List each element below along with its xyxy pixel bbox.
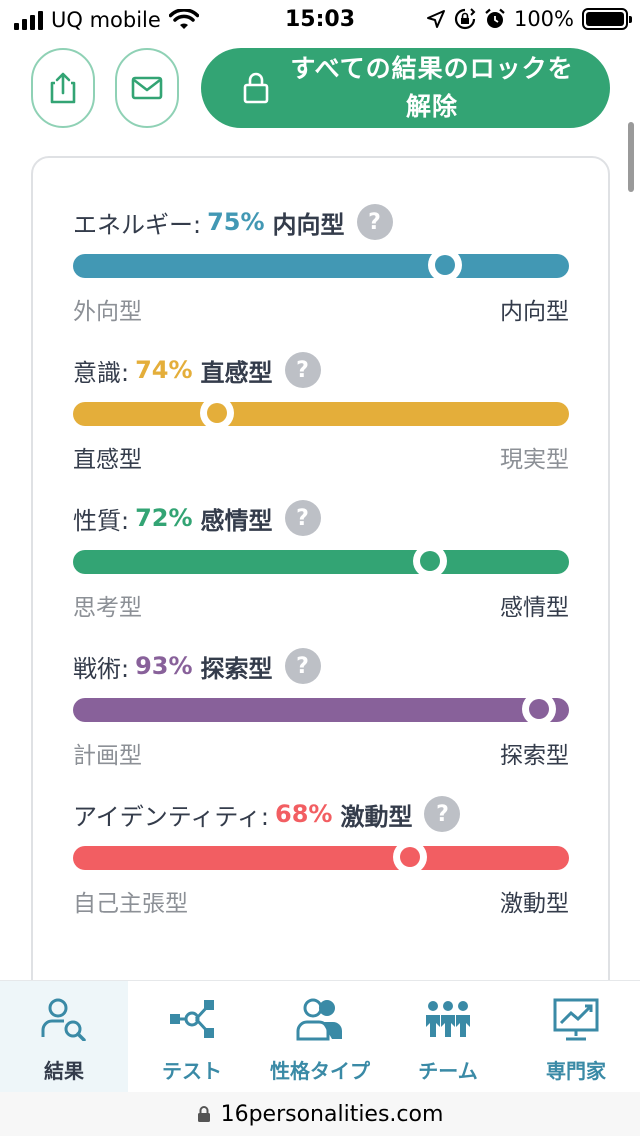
tab-label: チーム xyxy=(418,1059,478,1083)
trait-right-pole: 内向型 xyxy=(500,299,569,325)
tab-label: 性格タイプ xyxy=(270,1059,370,1083)
share-button[interactable] xyxy=(31,48,95,128)
trait-mind: 意識: 74% 直感型 ? 直感型 現実型 xyxy=(73,350,571,474)
trait-left-pole: 外向型 xyxy=(73,299,142,325)
location-icon xyxy=(426,10,445,28)
status-right: 100% xyxy=(426,7,632,31)
tab-professionals[interactable]: 専門家 xyxy=(512,981,640,1092)
trait-title: 性質: 72% 感情型 ? xyxy=(73,498,571,538)
tab-label: 専門家 xyxy=(546,1059,606,1083)
trait-left-pole: 直感型 xyxy=(73,447,142,473)
trait-poles: 計画型 探索型 xyxy=(73,736,569,770)
trait-bar xyxy=(73,544,569,578)
trait-type: 探索型 xyxy=(200,654,273,683)
professionals-icon xyxy=(553,998,599,1041)
trait-name: エネルギー: xyxy=(73,210,202,239)
trait-name: 意識: xyxy=(73,358,130,387)
trait-right-pole: 感情型 xyxy=(500,595,569,621)
trait-percent: 74% xyxy=(135,356,193,384)
trait-title: アイデンティティ: 68% 激動型 ? xyxy=(73,794,571,834)
trait-nature: 性質: 72% 感情型 ? 思考型 感情型 xyxy=(73,498,571,622)
trait-percent: 68% xyxy=(275,800,333,828)
share-icon xyxy=(50,72,76,104)
address-bar[interactable]: 16personalities.com xyxy=(0,1092,640,1136)
trait-bar-knob xyxy=(199,396,234,430)
page-scrollbar[interactable] xyxy=(628,122,634,192)
trait-type: 内向型 xyxy=(272,210,345,239)
alarm-icon xyxy=(485,8,505,28)
help-icon[interactable]: ? xyxy=(284,352,321,388)
trait-type: 直感型 xyxy=(200,358,273,387)
personality-types-icon xyxy=(296,998,342,1041)
trait-name: 性質: xyxy=(73,506,130,535)
trait-right-pole: 激動型 xyxy=(500,891,569,917)
tab-personality-types[interactable]: 性格タイプ xyxy=(256,981,384,1092)
team-icon xyxy=(426,1001,470,1037)
trait-poles: 自己主張型 激動型 xyxy=(73,884,569,918)
trait-bar xyxy=(73,248,569,282)
trait-bar-knob xyxy=(522,692,557,726)
trait-tactics: 戦術: 93% 探索型 ? 計画型 探索型 xyxy=(73,646,571,770)
tab-label: 結果 xyxy=(44,1059,84,1083)
trait-bar xyxy=(73,692,569,726)
help-icon[interactable]: ? xyxy=(284,648,321,684)
help-icon[interactable]: ? xyxy=(424,796,461,832)
unlock-label: すべての結果のロックを解除 xyxy=(290,54,574,121)
help-icon[interactable]: ? xyxy=(356,204,393,240)
trait-percent: 75% xyxy=(207,208,265,236)
trait-identity: アイデンティティ: 68% 激動型 ? 自己主張型 激動型 xyxy=(73,794,571,918)
mail-icon xyxy=(131,76,163,100)
trait-energy: エネルギー: 75% 内向型 ? 外向型 内向型 xyxy=(73,202,571,326)
result-header: すべての結果のロックを解除 xyxy=(0,40,640,138)
battery-icon xyxy=(582,8,632,30)
test-icon xyxy=(170,1000,214,1038)
unlock-all-results-button[interactable]: すべての結果のロックを解除 xyxy=(201,48,610,128)
trait-percent: 72% xyxy=(135,504,193,532)
trait-poles: 思考型 感情型 xyxy=(73,588,569,622)
trait-title: エネルギー: 75% 内向型 ? xyxy=(73,202,571,242)
trait-name: 戦術: xyxy=(73,654,130,683)
trait-title: 意識: 74% 直感型 ? xyxy=(73,350,571,390)
rotation-lock-icon xyxy=(454,8,476,30)
lock-icon xyxy=(197,1106,210,1122)
trait-type: 激動型 xyxy=(340,802,413,831)
tab-test[interactable]: テスト xyxy=(128,981,256,1092)
personality-traits-card: エネルギー: 75% 内向型 ? 外向型 内向型 意識: 74% 直感型 ? 直… xyxy=(31,156,610,1056)
tab-results[interactable]: 結果 xyxy=(0,981,128,1092)
help-icon[interactable]: ? xyxy=(284,500,321,536)
trait-right-pole: 現実型 xyxy=(500,447,569,473)
trait-right-pole: 探索型 xyxy=(500,743,569,769)
url-text: 16personalities.com xyxy=(220,1101,444,1127)
trait-name: アイデンティティ: xyxy=(73,802,270,831)
trait-bar-knob xyxy=(393,840,428,874)
trait-bar xyxy=(73,396,569,430)
carrier-label: UQ mobile xyxy=(51,8,161,32)
trait-left-pole: 思考型 xyxy=(73,595,142,621)
trait-left-pole: 計画型 xyxy=(73,743,142,769)
trait-poles: 直感型 現実型 xyxy=(73,440,569,474)
trait-left-pole: 自己主張型 xyxy=(73,891,188,917)
trait-poles: 外向型 内向型 xyxy=(73,292,569,326)
wifi-icon xyxy=(168,9,199,29)
status-time: 15:03 xyxy=(284,7,356,32)
trait-bar xyxy=(73,840,569,874)
status-left: UQ mobile xyxy=(14,8,199,32)
tab-label: テスト xyxy=(162,1059,222,1083)
email-button[interactable] xyxy=(115,48,179,128)
battery-percent: 100% xyxy=(513,7,574,31)
trait-bar-knob xyxy=(413,544,448,578)
signal-icon xyxy=(14,10,43,30)
bottom-tab-bar: 結果 テスト 性格タイプ チーム xyxy=(0,980,640,1092)
trait-type: 感情型 xyxy=(200,506,273,535)
status-bar: UQ mobile 15:03 100% xyxy=(0,0,640,40)
results-icon xyxy=(41,998,86,1041)
trait-percent: 93% xyxy=(135,652,193,680)
lock-icon xyxy=(243,72,269,104)
trait-title: 戦術: 93% 探索型 ? xyxy=(73,646,571,686)
trait-bar-knob xyxy=(428,248,462,282)
tab-team[interactable]: チーム xyxy=(384,981,512,1092)
